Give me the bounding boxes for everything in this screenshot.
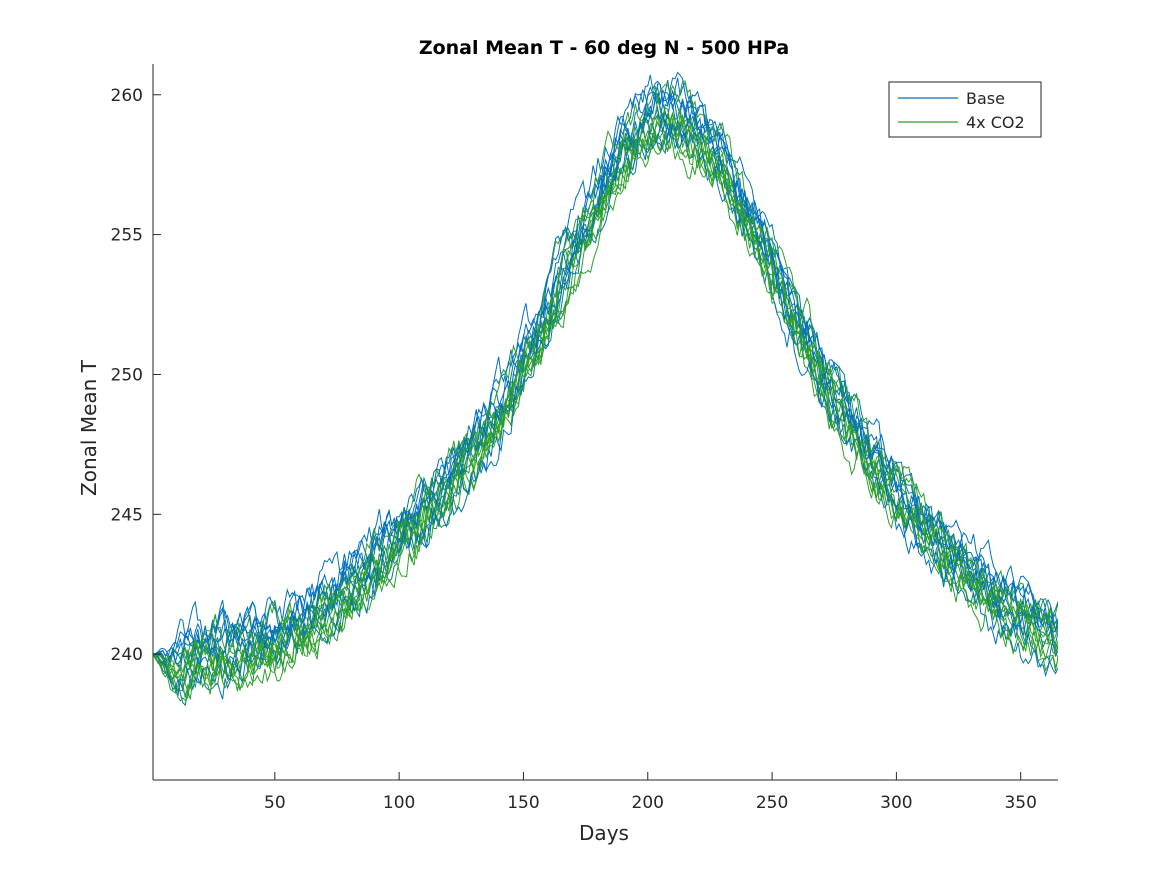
series-layer xyxy=(153,71,1058,707)
x-tick-label: 150 xyxy=(507,793,539,813)
y-tick-label: 260 xyxy=(111,86,143,106)
y-ticks: 240 245 250 255 260 xyxy=(111,86,161,665)
x-tick-label: 350 xyxy=(1004,793,1036,813)
x-axis-label: Days xyxy=(579,821,629,845)
series-line-4x-co2 xyxy=(153,119,1058,700)
legend-box xyxy=(888,81,1042,138)
x-tick-label: 50 xyxy=(264,793,286,813)
series-line-base xyxy=(153,92,1058,667)
y-tick-label: 255 xyxy=(111,226,143,246)
x-tick-label: 250 xyxy=(756,793,788,813)
y-tick-label: 245 xyxy=(111,505,143,525)
y-tick-label: 250 xyxy=(111,365,143,385)
y-tick-label: 240 xyxy=(111,645,143,665)
x-tick-label: 200 xyxy=(632,793,664,813)
legend: Base 4x CO2 xyxy=(888,81,1042,138)
chart-title: Zonal Mean T - 60 deg N - 500 HPa xyxy=(419,37,789,59)
series-line-base xyxy=(153,115,1058,690)
axes: 50 100 150 200 250 300 350 240 245 250 255 260 xyxy=(111,64,1058,813)
legend-label-base: Base xyxy=(966,89,1005,108)
series-line-4x-co2 xyxy=(153,99,1058,680)
x-tick-label: 300 xyxy=(880,793,912,813)
series-line-base xyxy=(153,113,1058,697)
x-tick-label: 100 xyxy=(383,793,415,813)
series-line-base xyxy=(153,71,1058,661)
series-line-base xyxy=(153,92,1058,665)
series-line-4x-co2 xyxy=(153,106,1058,680)
series-line-4x-co2 xyxy=(153,80,1058,664)
series-line-base xyxy=(153,85,1058,667)
y-axis-label: Zonal Mean T xyxy=(77,359,101,496)
x-ticks: 50 100 150 200 250 300 350 xyxy=(264,772,1037,813)
legend-label-4x-co2: 4x CO2 xyxy=(966,113,1025,132)
